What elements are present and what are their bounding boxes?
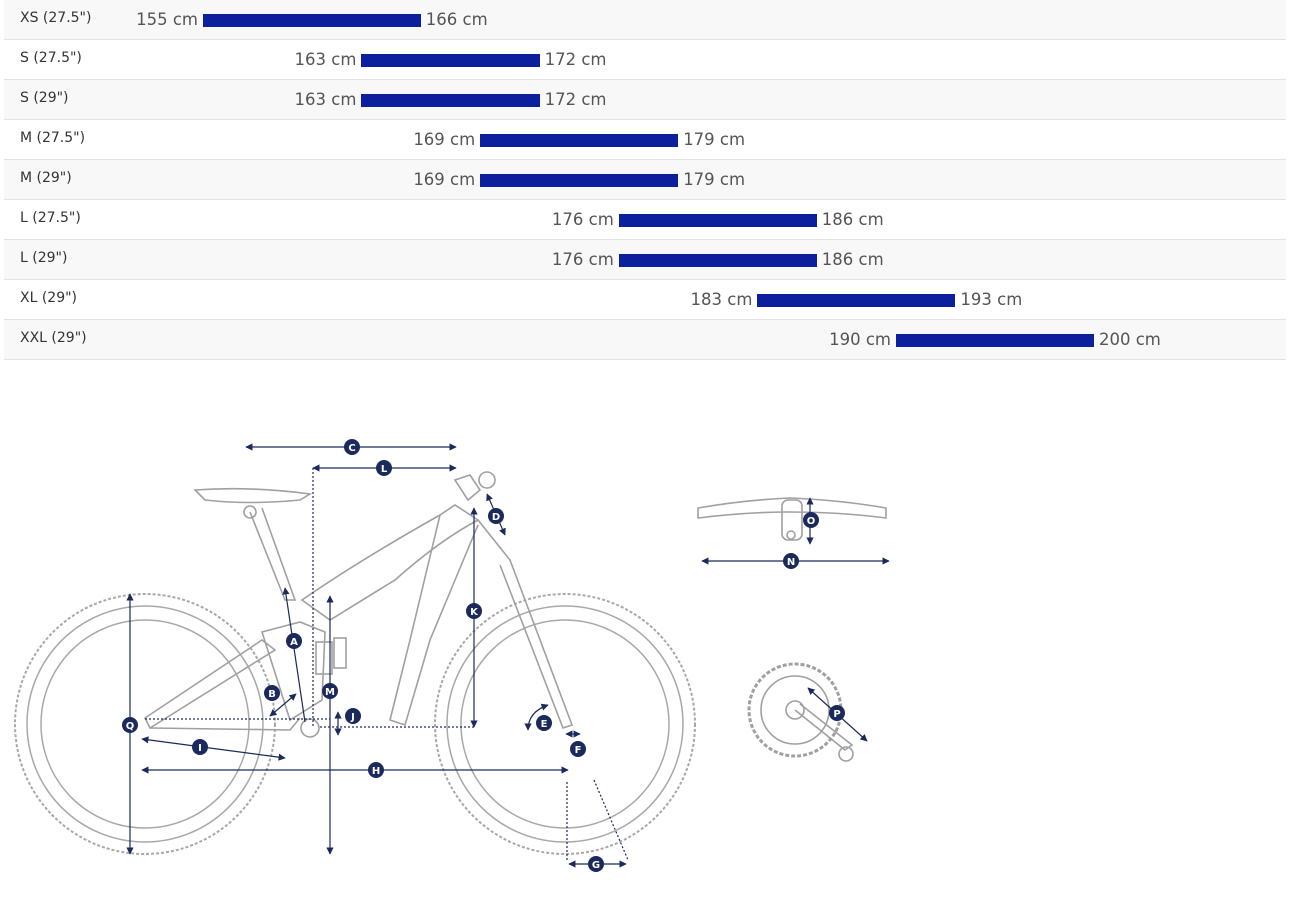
svg-text:E: E <box>541 719 548 730</box>
size-row: M (29") 169 cm 179 cm <box>4 160 1286 200</box>
height-range-bar <box>618 254 817 267</box>
max-height-label: 200 cm <box>1099 330 1161 349</box>
size-row: XS (27.5") 155 cm 166 cm <box>4 0 1286 40</box>
rear-wheel <box>14 593 276 855</box>
min-height-label: 176 cm <box>551 210 614 229</box>
size-row: L (27.5") 176 cm 186 cm <box>4 200 1286 240</box>
marker-E: E <box>536 715 552 731</box>
marker-J: J <box>345 708 361 724</box>
max-height-label: 186 cm <box>821 210 884 229</box>
marker-F: F <box>570 741 586 757</box>
marker-Q: Q <box>122 717 138 733</box>
svg-text:K: K <box>470 607 479 618</box>
svg-text:N: N <box>787 557 795 568</box>
marker-I: I <box>192 739 208 755</box>
height-range-bar <box>361 94 540 107</box>
svg-text:F: F <box>575 745 582 756</box>
height-range-bar <box>203 14 421 27</box>
size-label: XL (29") <box>20 290 78 306</box>
size-chart: XS (27.5") 155 cm 166 cm S (27.5") 163 cm 172… <box>4 0 1286 360</box>
max-height-label: 172 cm <box>544 90 607 109</box>
min-height-label: 169 cm <box>413 170 476 189</box>
min-height-label: 190 cm <box>829 330 891 349</box>
max-height-label: 179 cm <box>683 130 746 149</box>
max-height-label: 179 cm <box>683 170 746 189</box>
max-height-label: 193 cm <box>960 290 1023 309</box>
marker-N: N <box>783 553 799 569</box>
size-label: M (27.5") <box>20 130 86 146</box>
marker-L: L <box>376 460 392 476</box>
size-label: XXL (29") <box>20 330 87 346</box>
height-range-bar <box>896 334 1094 347</box>
marker-D: D <box>488 508 504 524</box>
svg-text:I: I <box>198 743 202 754</box>
height-range-bar <box>757 294 956 307</box>
svg-text:Q: Q <box>126 721 135 732</box>
size-label: S (27.5") <box>20 50 82 66</box>
max-height-label: 186 cm <box>821 250 884 269</box>
marker-O: O <box>803 512 819 528</box>
min-height-label: 163 cm <box>294 50 357 69</box>
svg-text:C: C <box>348 443 355 454</box>
size-row: S (27.5") 163 cm 172 cm <box>4 40 1286 80</box>
size-row: L (29") 176 cm 186 cm <box>4 240 1286 280</box>
size-label: XS (27.5") <box>20 10 92 26</box>
marker-B: B <box>264 685 280 701</box>
svg-text:D: D <box>492 512 500 523</box>
height-range-bar <box>480 134 679 147</box>
size-label: L (29") <box>20 250 68 266</box>
svg-text:H: H <box>372 766 380 777</box>
size-row: M (27.5") 169 cm 179 cm <box>4 120 1286 160</box>
min-height-label: 163 cm <box>294 90 357 109</box>
svg-text:O: O <box>807 516 816 527</box>
front-wheel <box>434 593 696 855</box>
marker-K: K <box>466 603 482 619</box>
size-row: S (29") 163 cm 172 cm <box>4 80 1286 120</box>
size-label: M (29") <box>20 170 72 186</box>
bike-frame <box>143 471 574 738</box>
max-height-label: 172 cm <box>544 50 607 69</box>
svg-text:J: J <box>350 712 355 723</box>
min-height-label: 183 cm <box>690 290 753 309</box>
svg-text:L: L <box>381 464 388 475</box>
marker-P: P <box>829 705 845 721</box>
size-row: XL (29") 183 cm 193 cm <box>4 280 1286 320</box>
size-label: L (27.5") <box>20 210 81 226</box>
height-range-bar <box>618 214 817 227</box>
handlebar <box>697 497 887 541</box>
dimension-markers: A B C D E F G H I J K L M N O P Q <box>122 439 845 872</box>
height-range-bar <box>480 174 679 187</box>
marker-G: G <box>588 856 604 872</box>
marker-M: M <box>322 683 338 699</box>
min-height-label: 176 cm <box>551 250 614 269</box>
height-range-bar <box>361 54 540 67</box>
size-label: S (29") <box>20 90 69 106</box>
marker-C: C <box>344 439 360 455</box>
min-height-label: 169 cm <box>413 130 476 149</box>
svg-text:M: M <box>325 687 335 698</box>
svg-text:G: G <box>592 860 600 871</box>
svg-text:P: P <box>833 709 840 720</box>
max-height-label: 166 cm <box>425 10 488 29</box>
min-height-label: 155 cm <box>136 10 198 29</box>
bike-geometry-diagram: A B C D E F G H I J K L M N O P Q <box>14 439 890 872</box>
size-row: XXL (29") 190 cm 200 cm <box>4 320 1286 360</box>
svg-text:A: A <box>290 637 298 648</box>
marker-H: H <box>368 762 384 778</box>
marker-A: A <box>286 633 302 649</box>
svg-text:B: B <box>268 689 276 700</box>
